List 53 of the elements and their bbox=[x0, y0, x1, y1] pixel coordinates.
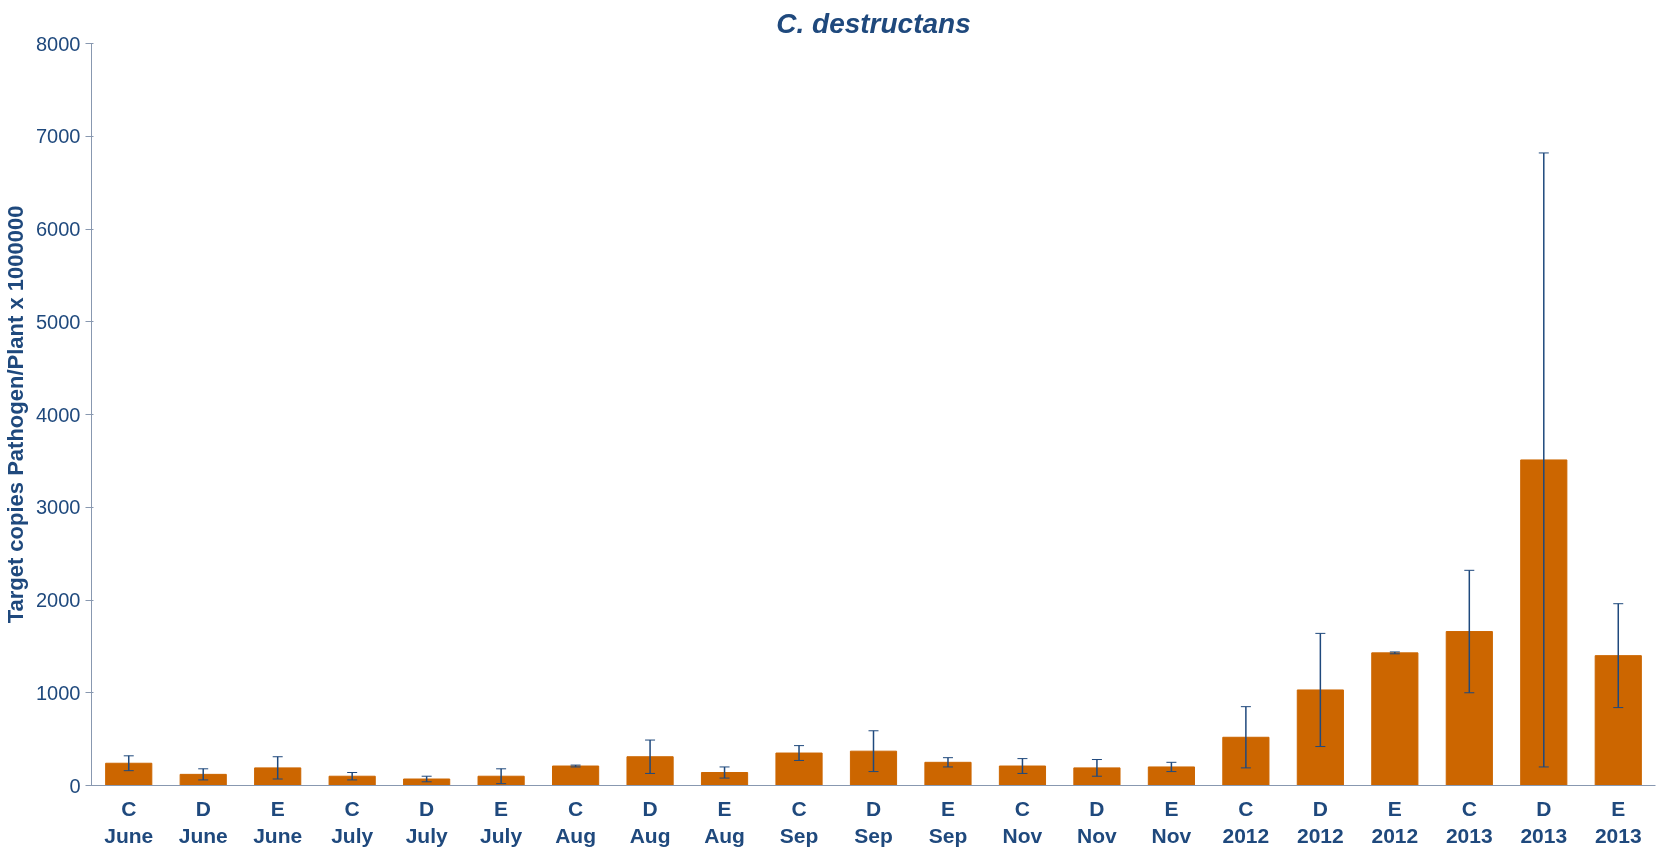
x-tick-label: D July bbox=[405, 796, 448, 848]
bar bbox=[700, 772, 749, 786]
x-tick-label: C 2012 bbox=[1222, 796, 1270, 848]
x-tick-label: D 2012 bbox=[1297, 796, 1344, 848]
x-tick-label: C July bbox=[331, 796, 374, 848]
x-tick-label: E July bbox=[480, 796, 523, 848]
bar bbox=[328, 775, 376, 786]
bar bbox=[998, 765, 1047, 786]
bar bbox=[1371, 652, 1419, 786]
bar bbox=[924, 761, 972, 786]
bar bbox=[1073, 767, 1121, 786]
x-tick-label: E Aug bbox=[704, 796, 745, 848]
y-tick-label: 2000 bbox=[36, 589, 81, 611]
bar bbox=[1222, 736, 1270, 786]
y-tick-label: 7000 bbox=[36, 125, 81, 148]
bar bbox=[1594, 655, 1642, 786]
x-tick-label: E 2013 bbox=[1594, 796, 1642, 848]
x-tick-label: E June bbox=[253, 796, 303, 848]
bar bbox=[1520, 459, 1568, 786]
bar bbox=[179, 773, 227, 786]
x-tick-label: C Aug bbox=[555, 796, 597, 848]
x-tick-label: D Aug bbox=[629, 796, 671, 848]
y-tick-label: 4000 bbox=[36, 403, 81, 426]
bar bbox=[1147, 766, 1195, 786]
bar bbox=[403, 778, 451, 786]
y-tick-label: 5000 bbox=[36, 310, 81, 333]
chart-title: C. destructans bbox=[776, 7, 971, 39]
y-axis-title: Target copies Pathogen/Plant x 1000000 bbox=[3, 205, 29, 624]
y-tick-label: 6000 bbox=[36, 218, 81, 240]
bar bbox=[105, 762, 153, 786]
x-tick-label: D Nov bbox=[1077, 796, 1118, 848]
bar bbox=[626, 756, 674, 786]
x-tick-label: D Sep bbox=[854, 796, 893, 848]
y-tick-label: 0 bbox=[69, 774, 81, 797]
bar bbox=[552, 765, 600, 786]
x-tick-label: E 2012 bbox=[1371, 796, 1419, 848]
bar bbox=[477, 775, 525, 786]
y-tick-label: 1000 bbox=[36, 681, 81, 704]
bar bbox=[254, 767, 302, 786]
x-tick-label: D 2013 bbox=[1520, 796, 1568, 848]
y-tick-label: 3000 bbox=[36, 496, 81, 519]
x-tick-label: C 2013 bbox=[1445, 796, 1493, 848]
bar bbox=[849, 750, 898, 786]
bar bbox=[1296, 689, 1344, 786]
x-tick-label: D June bbox=[178, 796, 228, 848]
bar bbox=[775, 752, 823, 786]
bar bbox=[1445, 631, 1493, 786]
x-tick-label: C Nov bbox=[1002, 796, 1043, 848]
y-tick-label: 8000 bbox=[36, 32, 81, 55]
x-tick-label: C June bbox=[104, 796, 154, 848]
x-tick-label: E Nov bbox=[1151, 796, 1192, 848]
x-tick-label: C Sep bbox=[779, 796, 819, 848]
x-tick-label: E Sep bbox=[928, 796, 968, 848]
